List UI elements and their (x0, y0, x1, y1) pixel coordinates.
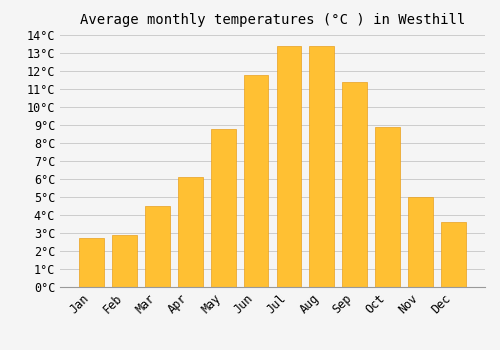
Bar (112, 235, 137, 287)
Bar (441, 222, 466, 287)
Bar (342, 82, 367, 287)
Bar (145, 206, 170, 287)
Bar (276, 46, 301, 287)
Title: Average monthly temperatures (°C ) in Westhill: Average monthly temperatures (°C ) in We… (80, 13, 465, 27)
Bar (376, 127, 400, 287)
Bar (211, 128, 236, 287)
Bar (408, 197, 433, 287)
Bar (244, 75, 268, 287)
Bar (178, 177, 203, 287)
Bar (310, 46, 334, 287)
Bar (80, 238, 104, 287)
